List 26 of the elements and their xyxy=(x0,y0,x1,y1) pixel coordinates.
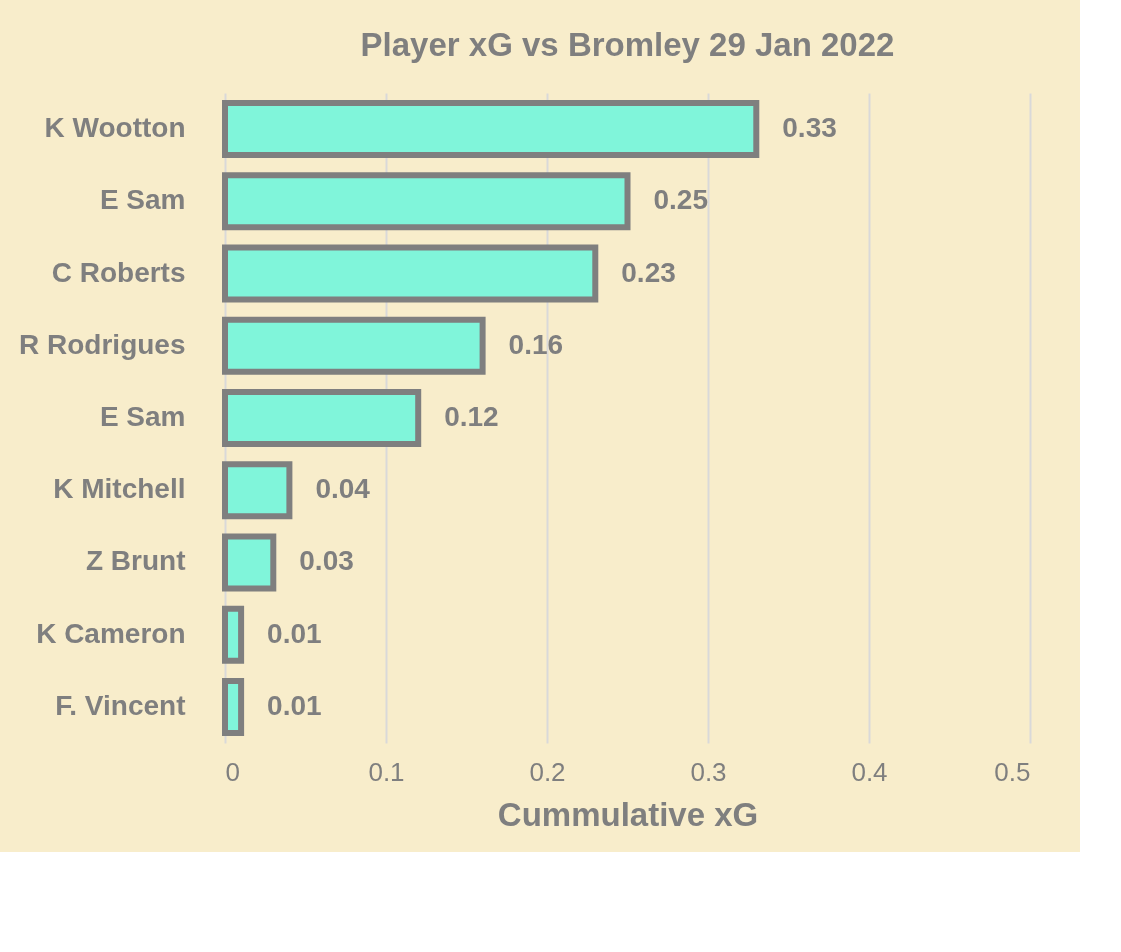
data-label: 0.01 xyxy=(267,689,322,721)
y-tick-label: K Wootton xyxy=(44,112,186,144)
y-tick-label: E Sam xyxy=(99,401,186,432)
data-label: 0.03 xyxy=(299,545,354,577)
data-label: 0.04 xyxy=(315,473,371,505)
data-label: 0.25 xyxy=(653,184,708,216)
y-tick-label: C Roberts xyxy=(51,256,186,288)
y-tick-label: F. Vincent xyxy=(55,689,186,721)
x-tick-label: 0.3 xyxy=(690,756,727,787)
data-label: 0.23 xyxy=(621,256,676,288)
y-tick-label: K Cameron xyxy=(36,617,186,649)
y-tick-label: E Sam xyxy=(99,184,186,216)
y-tick-label: K Mitchell xyxy=(53,473,186,505)
x-tick-label: 0.5 xyxy=(994,756,1031,787)
x-tick-label: 0.4 xyxy=(851,756,888,787)
x-tick-label: 0.2 xyxy=(529,756,566,787)
data-label: 0.33 xyxy=(782,112,837,144)
y-tick-label: Z Brunt xyxy=(85,545,186,577)
data-label: 0.12 xyxy=(444,401,499,432)
data-label: 0.16 xyxy=(508,328,564,360)
y-tick-label: R Rodrigues xyxy=(19,328,186,360)
x-tick-label: 0.1 xyxy=(368,756,405,787)
x-axis-title: Cummulative xG xyxy=(497,795,759,833)
data-label: 0.01 xyxy=(267,617,322,649)
x-tick-label: 0 xyxy=(225,756,240,787)
chart-title: Player xG vs Bromley 29 Jan 2022 xyxy=(360,26,895,63)
